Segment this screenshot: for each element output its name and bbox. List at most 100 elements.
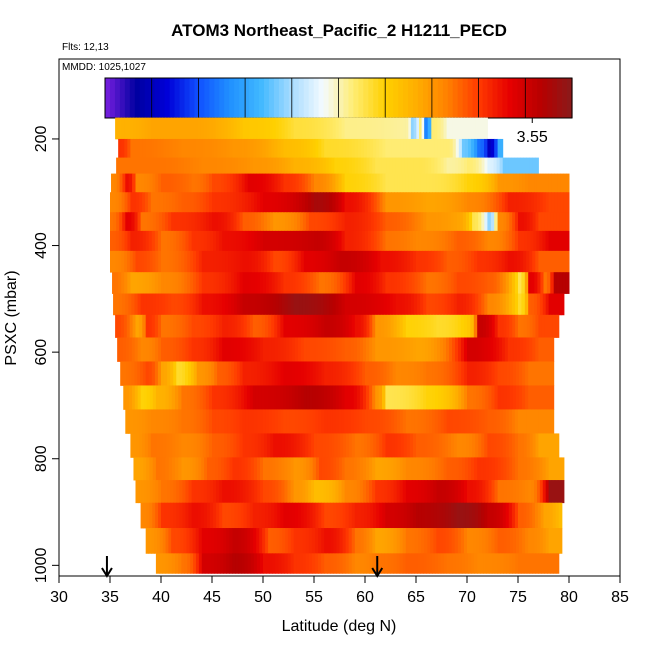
heatmap-cell	[410, 157, 414, 174]
heatmap-cell	[298, 173, 303, 193]
heatmap-cell	[413, 337, 417, 362]
heatmap-cell	[247, 138, 251, 159]
heatmap-cell	[263, 553, 267, 574]
heatmap-cell	[205, 409, 210, 434]
heatmap-cell	[544, 433, 548, 458]
heatmap-cell	[478, 409, 483, 434]
heatmap-cell	[461, 250, 466, 273]
heatmap-cell	[433, 314, 437, 338]
heatmap-cell	[176, 361, 180, 386]
heatmap-cell	[400, 433, 405, 458]
heatmap-cell	[215, 457, 219, 481]
heatmap-cell	[342, 272, 347, 294]
heatmap-cell	[149, 502, 153, 529]
heatmap-cell	[348, 272, 353, 294]
heatmap-cell	[263, 409, 267, 434]
heatmap-cell	[121, 192, 126, 213]
heatmap-cell	[554, 293, 559, 316]
heatmap-cell	[184, 433, 189, 458]
heatmap-cell	[386, 250, 390, 273]
heatmap-cell	[453, 230, 458, 252]
heatmap-cell	[458, 553, 463, 574]
y-tick-label: 1000	[33, 547, 50, 583]
heatmap-cell	[308, 528, 313, 554]
heatmap-cell	[213, 314, 217, 338]
heatmap-cell	[215, 212, 219, 232]
heatmap-cell	[328, 433, 332, 458]
heatmap-cell	[216, 250, 220, 273]
heatmap-cell	[277, 502, 281, 529]
heatmap-cell	[204, 528, 209, 554]
heatmap-cell	[372, 457, 376, 481]
heatmap-cell	[420, 173, 424, 193]
heatmap-cell	[559, 272, 564, 294]
heatmap-cell	[278, 192, 282, 213]
heatmap-cell	[335, 117, 340, 140]
heatmap-cell	[515, 385, 520, 410]
heatmap-cell	[461, 157, 465, 174]
heatmap-cell	[481, 117, 485, 140]
heatmap-cell	[335, 409, 340, 434]
heatmap-cell	[296, 480, 300, 504]
heatmap-cell	[315, 314, 319, 338]
heatmap-cell	[472, 433, 476, 458]
heatmap-cell	[416, 157, 420, 174]
heatmap-cell	[318, 385, 322, 410]
heatmap-cell	[365, 173, 369, 193]
heatmap-cell	[351, 272, 356, 294]
heatmap-cell	[414, 314, 419, 338]
heatmap-cell	[283, 272, 287, 294]
heatmap-cell	[318, 502, 322, 529]
heatmap-cell	[315, 385, 319, 410]
heatmap-cell	[327, 138, 331, 159]
heatmap-cell	[401, 157, 405, 174]
heatmap-cell	[249, 157, 254, 174]
heatmap-cell	[475, 337, 480, 362]
heatmap-cell	[153, 409, 158, 434]
heatmap-cell	[347, 173, 351, 193]
heatmap-cell	[545, 173, 550, 193]
heatmap-cell	[556, 250, 561, 273]
heatmap-cell	[483, 553, 487, 574]
heatmap-cell	[455, 250, 460, 273]
heatmap-cell	[190, 250, 194, 273]
heatmap-cell	[443, 138, 448, 159]
heatmap-cell	[312, 250, 317, 273]
heatmap-cell	[200, 314, 205, 338]
heatmap-cell	[434, 117, 438, 140]
heatmap-cell	[476, 361, 480, 386]
heatmap-cell	[341, 212, 346, 232]
heatmap-cell	[432, 457, 436, 481]
heatmap-cell	[321, 138, 325, 159]
heatmap-cell	[416, 138, 420, 159]
heatmap-cell	[494, 553, 499, 574]
heatmap-cell	[511, 272, 516, 294]
heatmap-cell	[296, 117, 301, 140]
heatmap-cell	[332, 409, 337, 434]
colorbar-swatch	[129, 78, 136, 118]
heatmap-cell	[360, 314, 365, 338]
heatmap-cell	[163, 192, 167, 213]
heatmap-cell	[322, 433, 327, 458]
heatmap-cell	[305, 117, 310, 140]
heatmap-cell	[344, 173, 349, 193]
heatmap-cell	[523, 433, 528, 458]
heatmap-cell	[515, 212, 519, 232]
heatmap-cell	[248, 337, 252, 362]
heatmap-cell	[423, 173, 427, 193]
colorbar-swatch	[517, 78, 523, 118]
heatmap-cell	[216, 230, 220, 252]
heatmap-cell	[248, 433, 253, 458]
heatmap-cell	[518, 553, 522, 574]
heatmap-cell	[421, 502, 426, 529]
heatmap-cell	[384, 528, 388, 554]
heatmap-cell	[532, 433, 536, 458]
heatmap-cell	[145, 138, 149, 159]
heatmap-cell	[306, 502, 311, 529]
heatmap-cell	[432, 385, 436, 410]
heatmap-cell	[327, 457, 331, 481]
heatmap-cell	[167, 173, 171, 193]
heatmap-cell	[414, 212, 418, 232]
heatmap-cell	[218, 212, 222, 232]
